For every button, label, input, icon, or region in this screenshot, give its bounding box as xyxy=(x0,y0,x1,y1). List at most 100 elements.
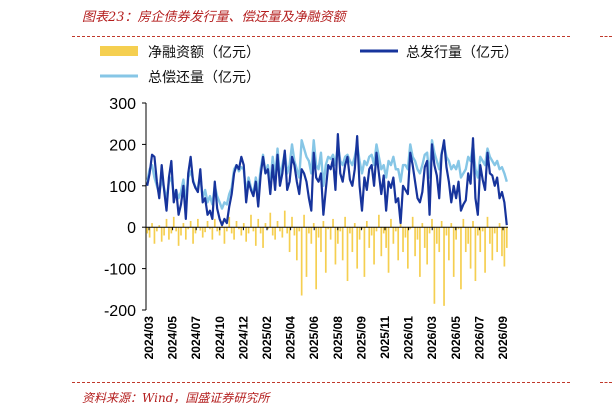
net-financing-bar xyxy=(303,214,305,228)
net-financing-bar xyxy=(172,216,175,228)
net-financing-bar xyxy=(353,223,356,228)
net-financing-bar xyxy=(279,227,281,232)
net-financing-bar xyxy=(476,227,479,236)
net-financing-bar xyxy=(445,227,448,236)
net-financing-bar xyxy=(276,220,279,228)
net-financing-bars xyxy=(146,210,508,306)
net-financing-bar xyxy=(496,227,498,253)
net-financing-bar xyxy=(435,227,438,244)
net-financing-bar xyxy=(146,227,149,234)
net-financing-bar xyxy=(291,216,293,228)
figure-source: 资料来源：Wind，国盛证券研究所 xyxy=(82,391,270,405)
net-financing-bar xyxy=(433,227,436,304)
net-financing-bar xyxy=(419,227,421,277)
net-financing-bar xyxy=(238,227,240,230)
net-financing-bar xyxy=(361,227,363,230)
net-financing-bar xyxy=(385,227,387,248)
net-financing-bar xyxy=(262,227,264,248)
net-financing-bar xyxy=(329,227,332,240)
net-financing-bar xyxy=(163,227,165,236)
y-tick-label: 0 xyxy=(127,220,136,237)
top-divider xyxy=(72,36,570,37)
net-financing-bar xyxy=(168,227,170,240)
net-financing-bar xyxy=(380,227,383,257)
y-tick-label: 200 xyxy=(109,137,136,154)
net-financing-bar xyxy=(402,227,404,253)
net-financing-bar xyxy=(457,227,460,230)
net-financing-bar xyxy=(148,227,151,238)
net-financing-bar xyxy=(201,227,204,238)
x-tick-label: 2025/08 xyxy=(331,316,345,360)
net-financing-bar xyxy=(491,227,494,261)
edge-divider-top xyxy=(600,36,612,37)
net-financing-bar xyxy=(281,227,284,238)
net-financing-bar xyxy=(450,223,453,228)
net-financing-bar xyxy=(267,227,269,230)
net-financing-bar xyxy=(235,220,238,228)
net-financing-bar xyxy=(165,218,168,228)
x-tick-label: 2026/03 xyxy=(425,316,439,360)
net-financing-bar xyxy=(481,227,484,232)
legend-swatch-net-financing xyxy=(100,46,138,56)
series-lines xyxy=(146,132,508,227)
x-tick-label: 2025/11 xyxy=(378,316,392,359)
legend-label-total-issuance: 总发行量（亿元） xyxy=(406,45,518,61)
net-financing-bar xyxy=(414,227,416,257)
net-financing-bar xyxy=(370,227,373,236)
net-financing-bar xyxy=(158,225,161,228)
net-financing-bar xyxy=(308,227,310,234)
net-financing-bar xyxy=(242,223,245,228)
net-financing-bar xyxy=(341,227,344,261)
net-financing-bar xyxy=(228,216,231,228)
net-financing-bar xyxy=(269,212,272,228)
net-financing-bar xyxy=(472,220,474,228)
net-financing-bar xyxy=(283,210,286,228)
net-financing-bar xyxy=(486,216,489,228)
net-financing-bar xyxy=(156,227,158,232)
x-tick-label: 2024/05 xyxy=(166,316,180,360)
net-financing-bar xyxy=(259,227,262,234)
net-financing-bar xyxy=(184,227,187,240)
net-financing-bar xyxy=(409,227,412,230)
x-tick-label: 2026/09 xyxy=(496,316,510,360)
net-financing-bar xyxy=(151,223,153,228)
x-tick-label: 2024/12 xyxy=(236,316,250,360)
net-financing-bar xyxy=(375,227,378,232)
net-financing-bar xyxy=(293,227,296,236)
net-financing-bar xyxy=(394,227,397,232)
net-financing-bar xyxy=(344,216,346,228)
net-financing-bar xyxy=(356,227,359,269)
net-financing-bar xyxy=(489,227,491,244)
net-financing-bar xyxy=(452,227,455,277)
net-financing-bar xyxy=(426,227,428,265)
net-financing-bar xyxy=(250,214,252,228)
net-financing-bar xyxy=(404,227,407,238)
net-financing-bar xyxy=(484,227,486,273)
net-financing-bar xyxy=(382,227,385,234)
net-financing-bar xyxy=(448,227,450,261)
net-financing-bar xyxy=(387,227,390,273)
net-financing-bar xyxy=(474,227,477,282)
net-financing-bar xyxy=(254,227,257,246)
y-tick-label: 300 xyxy=(109,96,136,113)
net-financing-bar xyxy=(245,227,247,242)
net-financing-bar xyxy=(226,227,228,232)
net-financing-bar xyxy=(194,227,197,234)
net-financing-bar xyxy=(346,227,349,282)
x-tick-label: 2025/04 xyxy=(284,316,298,360)
y-tick-label: -200 xyxy=(104,303,136,320)
y-axis: 300 200 100 0 -100 -200 xyxy=(104,96,147,320)
net-financing-bar xyxy=(464,227,467,253)
net-financing-bar xyxy=(233,227,235,240)
net-financing-bar xyxy=(392,227,395,244)
net-financing-bar xyxy=(305,227,308,277)
net-financing-bar xyxy=(240,227,243,236)
net-financing-bar xyxy=(421,223,424,228)
x-tick-label: 2024/10 xyxy=(213,316,227,360)
net-financing-bar xyxy=(247,227,250,234)
net-financing-bar xyxy=(428,227,431,234)
net-financing-bar xyxy=(349,227,351,234)
net-financing-bar xyxy=(189,220,192,228)
x-tick-label: 2024/07 xyxy=(189,316,203,360)
